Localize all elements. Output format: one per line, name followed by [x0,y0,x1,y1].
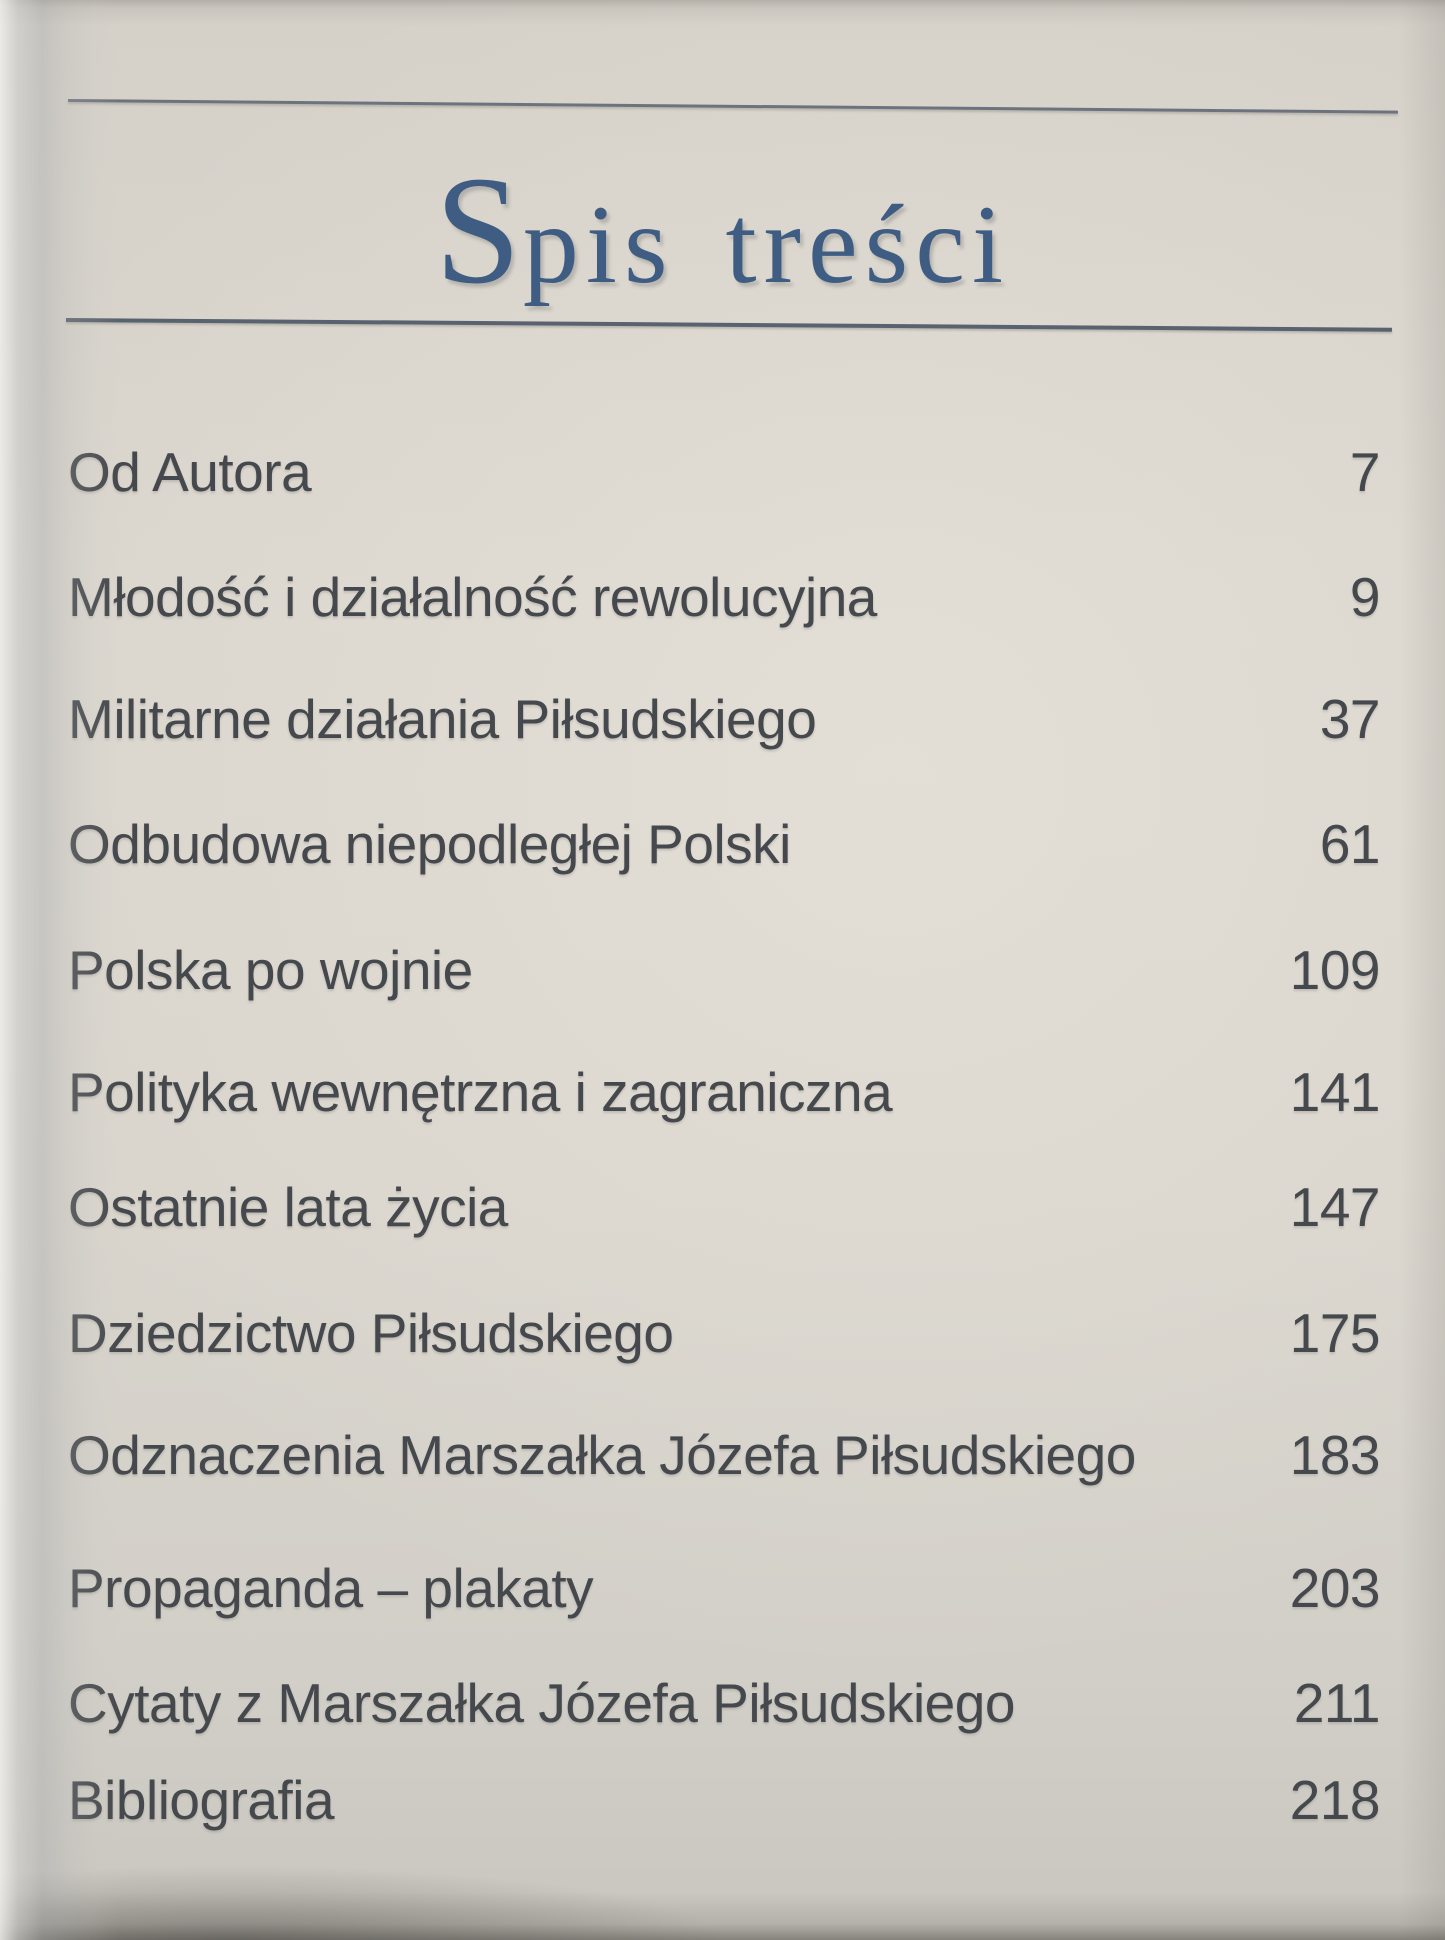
toc-row: Bibliografia 218 [68,1764,1381,1836]
toc-row: Militarne działania Piłsudskiego 37 [68,683,1381,755]
toc-entry-page: 7 [1349,441,1381,503]
toc-row: Cytaty z Marszałka Józefa Piłsudskiego 2… [68,1667,1381,1739]
toc-row: Polska po wojnie 109 [68,934,1381,1006]
toc-entry-label: Cytaty z Marszałka Józefa Piłsudskiego [68,1672,1015,1734]
toc-entry-label: Polityka wewnętrzna i zagraniczna [68,1061,893,1123]
toc-entry-page: 109 [1289,939,1381,1001]
toc-entry-page: 218 [1289,1769,1381,1831]
toc-row: Ostatnie lata życia 147 [68,1171,1381,1243]
toc-entry-page: 9 [1349,566,1381,628]
toc-entry-page: 203 [1289,1557,1381,1619]
toc-entry-page: 141 [1289,1061,1381,1123]
toc-entry-label: Od Autora [68,441,312,503]
toc-row: Od Autora 7 [68,436,1381,508]
toc-row: Odbudowa niepodległej Polski 61 [68,808,1381,880]
toc-entry-label: Propaganda – plakaty [68,1557,594,1619]
toc-entry-label: Militarne działania Piłsudskiego [68,688,817,750]
toc-row: Polityka wewnętrzna i zagraniczna 141 [68,1056,1381,1128]
toc-entry-page: 211 [1293,1672,1381,1734]
toc-row: Młodość i działalność rewolucyjna 9 [68,561,1381,633]
toc-entry-page: 37 [1319,688,1381,750]
page-title: Spis treści [434,145,1011,316]
toc-entry-label: Ostatnie lata życia [68,1176,508,1238]
toc-row: Odznaczenia Marszałka Józefa Piłsudskieg… [68,1419,1381,1491]
toc-entry-label: Odznaczenia Marszałka Józefa Piłsudskieg… [68,1424,1136,1486]
toc-entry-label: Odbudowa niepodległej Polski [68,813,791,875]
toc-entry-label: Młodość i działalność rewolucyjna [68,566,877,628]
toc-entry-label: Polska po wojnie [68,939,473,1001]
toc-row: Propaganda – plakaty 203 [68,1552,1381,1624]
toc-entry-page: 183 [1289,1424,1381,1486]
toc-entry-label: Dziedzictwo Piłsudskiego [68,1302,674,1364]
toc-entry-page: 61 [1319,813,1381,875]
toc-entry-label: Bibliografia [68,1769,335,1831]
toc-entry-page: 175 [1289,1302,1381,1364]
toc-entry-page: 147 [1289,1176,1381,1238]
toc-row: Dziedzictwo Piłsudskiego 175 [68,1297,1381,1369]
